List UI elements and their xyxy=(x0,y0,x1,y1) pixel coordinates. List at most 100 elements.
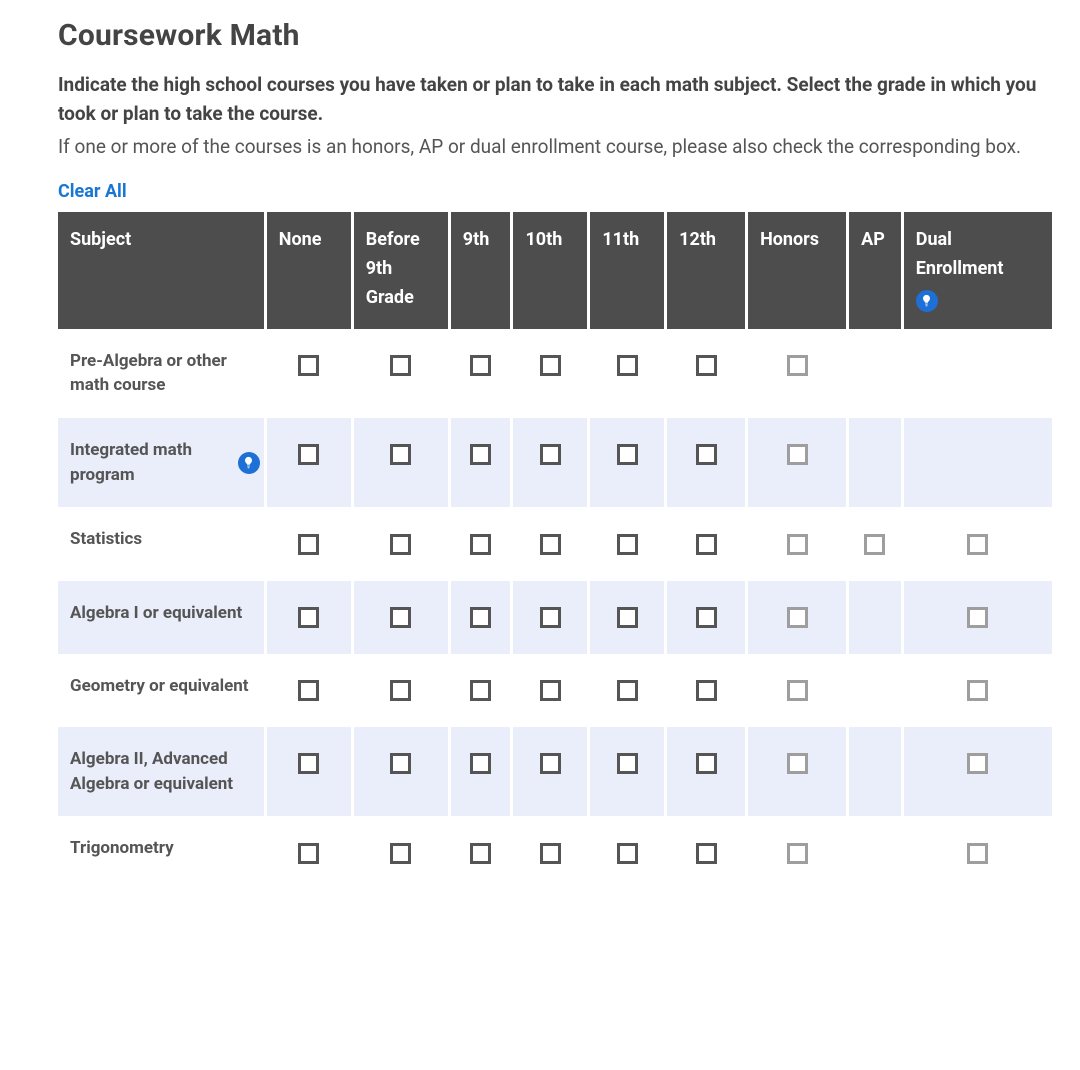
checkbox-none[interactable] xyxy=(298,355,319,376)
cell-before9 xyxy=(352,507,449,580)
checkbox-honors[interactable] xyxy=(787,753,808,774)
checkbox-g9[interactable] xyxy=(470,607,491,628)
cell-none xyxy=(265,507,352,580)
col-header-honors: Honors xyxy=(747,212,848,328)
checkbox-g9[interactable] xyxy=(470,355,491,376)
checkbox-before9[interactable] xyxy=(390,753,411,774)
checkbox-g12[interactable] xyxy=(696,680,717,701)
checkbox-g10[interactable] xyxy=(540,680,561,701)
checkbox-none[interactable] xyxy=(298,607,319,628)
checkbox-g11[interactable] xyxy=(617,843,638,864)
checkbox-g10[interactable] xyxy=(540,534,561,555)
checkbox-honors[interactable] xyxy=(787,843,808,864)
checkbox-g10[interactable] xyxy=(540,753,561,774)
checkbox-honors[interactable] xyxy=(787,355,808,376)
checkbox-before9[interactable] xyxy=(390,607,411,628)
cell-g11 xyxy=(589,727,666,816)
cell-g9 xyxy=(449,816,512,889)
cell-g12 xyxy=(666,329,747,418)
checkbox-dual[interactable] xyxy=(967,843,988,864)
checkbox-dual[interactable] xyxy=(967,534,988,555)
cell-none xyxy=(265,654,352,727)
checkbox-g11[interactable] xyxy=(617,753,638,774)
checkbox-honors[interactable] xyxy=(787,680,808,701)
checkbox-g10[interactable] xyxy=(540,607,561,628)
checkbox-g9[interactable] xyxy=(470,753,491,774)
clear-all-link[interactable]: Clear All xyxy=(58,181,127,202)
checkbox-g10[interactable] xyxy=(540,355,561,376)
cell-none xyxy=(265,329,352,418)
checkbox-g11[interactable] xyxy=(617,680,638,701)
table-row: Pre-Algebra or other math course xyxy=(58,329,1052,418)
checkbox-before9[interactable] xyxy=(390,355,411,376)
cell-ap xyxy=(848,507,903,580)
checkbox-g12[interactable] xyxy=(696,753,717,774)
checkbox-g11[interactable] xyxy=(617,607,638,628)
subject-cell: Integrated math program xyxy=(58,418,265,507)
cell-g10 xyxy=(512,727,589,816)
checkbox-g9[interactable] xyxy=(470,444,491,465)
cell-g12 xyxy=(666,816,747,889)
col-header-label: 9th xyxy=(463,226,501,255)
checkbox-before9[interactable] xyxy=(390,680,411,701)
checkbox-honors[interactable] xyxy=(787,444,808,465)
checkbox-honors[interactable] xyxy=(787,607,808,628)
checkbox-before9[interactable] xyxy=(390,444,411,465)
checkbox-dual[interactable] xyxy=(967,680,988,701)
cell-g12 xyxy=(666,581,747,654)
checkbox-none[interactable] xyxy=(298,444,319,465)
cell-none xyxy=(265,581,352,654)
checkbox-honors[interactable] xyxy=(787,534,808,555)
col-header-label: 12th xyxy=(679,226,735,255)
subject-cell: Geometry or equivalent xyxy=(58,654,265,727)
checkbox-dual[interactable] xyxy=(967,607,988,628)
cell-ap xyxy=(848,816,903,889)
checkbox-none[interactable] xyxy=(298,753,319,774)
cell-honors xyxy=(747,581,848,654)
checkbox-g12[interactable] xyxy=(696,355,717,376)
checkbox-g12[interactable] xyxy=(696,607,717,628)
checkbox-g9[interactable] xyxy=(470,680,491,701)
subject-label: Integrated math program xyxy=(70,440,192,485)
cell-dual xyxy=(902,507,1052,580)
subject-cell: Statistics xyxy=(58,507,265,580)
col-header-label: Honors xyxy=(760,226,836,255)
checkbox-g11[interactable] xyxy=(617,534,638,555)
checkbox-g9[interactable] xyxy=(470,534,491,555)
checkbox-g12[interactable] xyxy=(696,843,717,864)
checkbox-none[interactable] xyxy=(298,843,319,864)
col-header-subject: Subject xyxy=(58,212,265,328)
cell-g9 xyxy=(449,727,512,816)
checkbox-none[interactable] xyxy=(298,534,319,555)
col-header-label: AP xyxy=(861,226,891,255)
subject-label: Algebra II, Advanced Algebra or equivale… xyxy=(70,749,233,794)
checkbox-g12[interactable] xyxy=(696,444,717,465)
checkbox-dual[interactable] xyxy=(967,753,988,774)
checkbox-before9[interactable] xyxy=(390,843,411,864)
checkbox-before9[interactable] xyxy=(390,534,411,555)
subject-label: Trigonometry xyxy=(70,838,174,858)
info-icon-dual[interactable] xyxy=(916,290,938,312)
table-row: Statistics xyxy=(58,507,1052,580)
checkbox-g11[interactable] xyxy=(617,355,638,376)
cell-g12 xyxy=(666,727,747,816)
table-row: Integrated math program xyxy=(58,418,1052,507)
checkbox-g9[interactable] xyxy=(470,843,491,864)
checkbox-g12[interactable] xyxy=(696,534,717,555)
col-header-label: Dual Enrollment xyxy=(916,226,1042,284)
col-header-label: 11th xyxy=(602,226,654,255)
col-header-before9: Before 9th Grade xyxy=(352,212,449,328)
cell-dual xyxy=(902,816,1052,889)
checkbox-g11[interactable] xyxy=(617,444,638,465)
checkbox-none[interactable] xyxy=(298,680,319,701)
cell-g11 xyxy=(589,418,666,507)
cell-before9 xyxy=(352,727,449,816)
cell-none xyxy=(265,418,352,507)
cell-ap xyxy=(848,329,903,418)
cell-none xyxy=(265,816,352,889)
checkbox-ap[interactable] xyxy=(864,534,885,555)
col-header-dual: Dual Enrollment xyxy=(902,212,1052,328)
checkbox-g10[interactable] xyxy=(540,444,561,465)
info-icon-row-1[interactable] xyxy=(238,452,260,474)
checkbox-g10[interactable] xyxy=(540,843,561,864)
